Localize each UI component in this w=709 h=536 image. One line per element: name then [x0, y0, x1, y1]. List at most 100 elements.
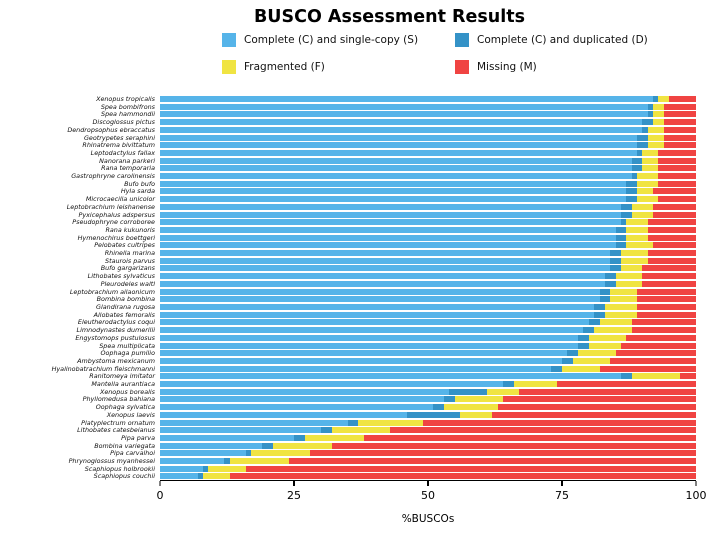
- stacked-bar: [160, 334, 696, 341]
- bar-segment-single_copy: [160, 442, 262, 449]
- chart-row: Pyxicephalus adspersus: [10, 211, 696, 218]
- x-axis-tick: 50: [421, 481, 435, 502]
- bar-segment-missing: [658, 157, 696, 164]
- species-label: Bombina bombina: [96, 295, 155, 304]
- species-label: Lithobates catesbeianus: [77, 426, 155, 435]
- species-label: Hyalinobatrachium fleischmanni: [51, 364, 155, 373]
- chart-row: Phyllomedusa bahiana: [10, 396, 696, 403]
- bar-segment-fragmented: [637, 188, 654, 195]
- species-label: Spea hammondii: [101, 110, 155, 119]
- bar-segment-single_copy: [160, 388, 450, 395]
- chart-row: Engystomops pustulosus: [10, 335, 696, 341]
- species-label: Ambystoma mexicanum: [77, 356, 155, 365]
- chart-title: BUSCO Assessment Results: [253, 7, 526, 27]
- bar-segment-missing: [390, 427, 696, 434]
- bar-segment-single_copy: [160, 173, 632, 180]
- species-label: Rhinatrema bivittatum: [82, 141, 155, 150]
- stacked-bar: [160, 180, 696, 187]
- chart-row: Pseudophryne corroboree: [10, 219, 696, 225]
- chart-row: Spea hammondii: [10, 110, 696, 119]
- bar-segment-single_copy: [160, 226, 616, 233]
- chart-row: Rana kukunoris: [10, 227, 696, 233]
- bar-segment-missing: [663, 126, 696, 133]
- bar-segment-duplicated: [610, 265, 621, 272]
- species-label: Pipa carvalhoi: [110, 449, 155, 458]
- stacked-bar: [160, 126, 696, 133]
- bar-segment-duplicated: [620, 211, 632, 218]
- stacked-bar: [160, 211, 696, 218]
- bar-segment-duplicated: [626, 180, 638, 187]
- x-axis-line: [160, 480, 696, 481]
- chart-row: Pleurodeles waltl: [10, 281, 696, 287]
- bar-segment-fragmented: [513, 381, 557, 388]
- tick-label: 75: [555, 489, 569, 502]
- bar-segment-duplicated: [604, 280, 616, 287]
- bar-segment-single_copy: [160, 265, 611, 272]
- bar-segment-duplicated: [620, 219, 627, 226]
- stacked-bar: [160, 119, 696, 126]
- stacked-bar: [160, 173, 696, 180]
- tick-mark: [427, 481, 429, 486]
- bar-segment-missing: [663, 134, 696, 141]
- stacked-bar: [160, 365, 696, 372]
- species-label: Hymenochirus boettgeri: [77, 233, 155, 242]
- bar-segment-single_copy: [160, 234, 616, 241]
- bar-segment-single_copy: [160, 126, 643, 133]
- stacked-bar: [160, 442, 696, 449]
- bar-segment-fragmented: [620, 250, 648, 257]
- bar-segment-duplicated: [578, 334, 589, 341]
- species-label: Leptobrachium leishanense: [66, 202, 155, 211]
- species-label: Spea multiplicata: [99, 341, 155, 350]
- bar-segment-duplicated: [604, 273, 616, 280]
- chart-row: Lithobates catesbeianus: [10, 427, 696, 433]
- species-label: Bufo gargarizans: [100, 264, 155, 273]
- bar-segment-single_copy: [160, 465, 203, 472]
- chart-row: Spea bombifrons: [10, 104, 696, 110]
- species-label: Staurois parvus: [105, 256, 155, 265]
- tick-label: 25: [287, 489, 301, 502]
- chart-row: Limnodynastes dumerilii: [10, 327, 696, 333]
- bar-segment-single_copy: [160, 242, 616, 249]
- stacked-bar: [160, 381, 696, 388]
- bar-segment-duplicated: [653, 96, 659, 102]
- bar-segment-missing: [669, 96, 696, 102]
- bar-segment-duplicated: [647, 103, 654, 110]
- bar-segment-single_copy: [160, 165, 632, 172]
- bar-segment-duplicated: [551, 365, 562, 372]
- bar-segment-single_copy: [160, 288, 600, 295]
- chart-row: Microcaecilia unicolor: [10, 196, 696, 202]
- bar-segment-duplicated: [224, 458, 230, 465]
- bar-segment-duplicated: [615, 242, 627, 249]
- species-label: Phrynoglossus myanhessei: [68, 457, 155, 466]
- bar-segment-single_copy: [160, 96, 654, 102]
- bar-segment-fragmented: [631, 203, 654, 210]
- legend-label: Complete (C) and duplicated (D): [477, 34, 648, 46]
- single_copy-swatch: [222, 33, 236, 47]
- chart-row: Xenopus borealis: [10, 389, 696, 395]
- bar-segment-fragmented: [208, 465, 246, 472]
- bar-segment-missing: [658, 165, 696, 172]
- stacked-bar: [160, 342, 696, 349]
- bar-segment-missing: [658, 149, 696, 156]
- bar-segment-single_copy: [160, 296, 600, 303]
- tick-label: 50: [421, 489, 435, 502]
- bar-segment-fragmented: [647, 142, 664, 149]
- chart-row: Hyla sarda: [10, 188, 696, 195]
- stacked-bar: [160, 111, 696, 118]
- bar-segment-fragmented: [588, 334, 627, 341]
- bar-segment-single_copy: [160, 327, 584, 334]
- bar-segment-duplicated: [578, 342, 589, 349]
- bar-segment-fragmented: [647, 134, 664, 141]
- stacked-bar: [160, 388, 696, 395]
- bar-segment-single_copy: [160, 203, 621, 210]
- stacked-bar: [160, 219, 696, 226]
- bar-segment-duplicated: [245, 450, 252, 457]
- species-label: Xenopus tropicalis: [96, 95, 155, 103]
- bar-segment-fragmented: [620, 265, 643, 272]
- legend-item-fragmented: Fragmented (F): [222, 60, 455, 74]
- chart-row: Mantella aurantiaca: [10, 381, 696, 387]
- species-label: Nanorana parkeri: [99, 156, 155, 165]
- species-label: Leptodactylus fallax: [90, 148, 155, 157]
- bar-segment-single_copy: [160, 434, 294, 441]
- chart-row: Oophaga pumilio: [10, 350, 696, 356]
